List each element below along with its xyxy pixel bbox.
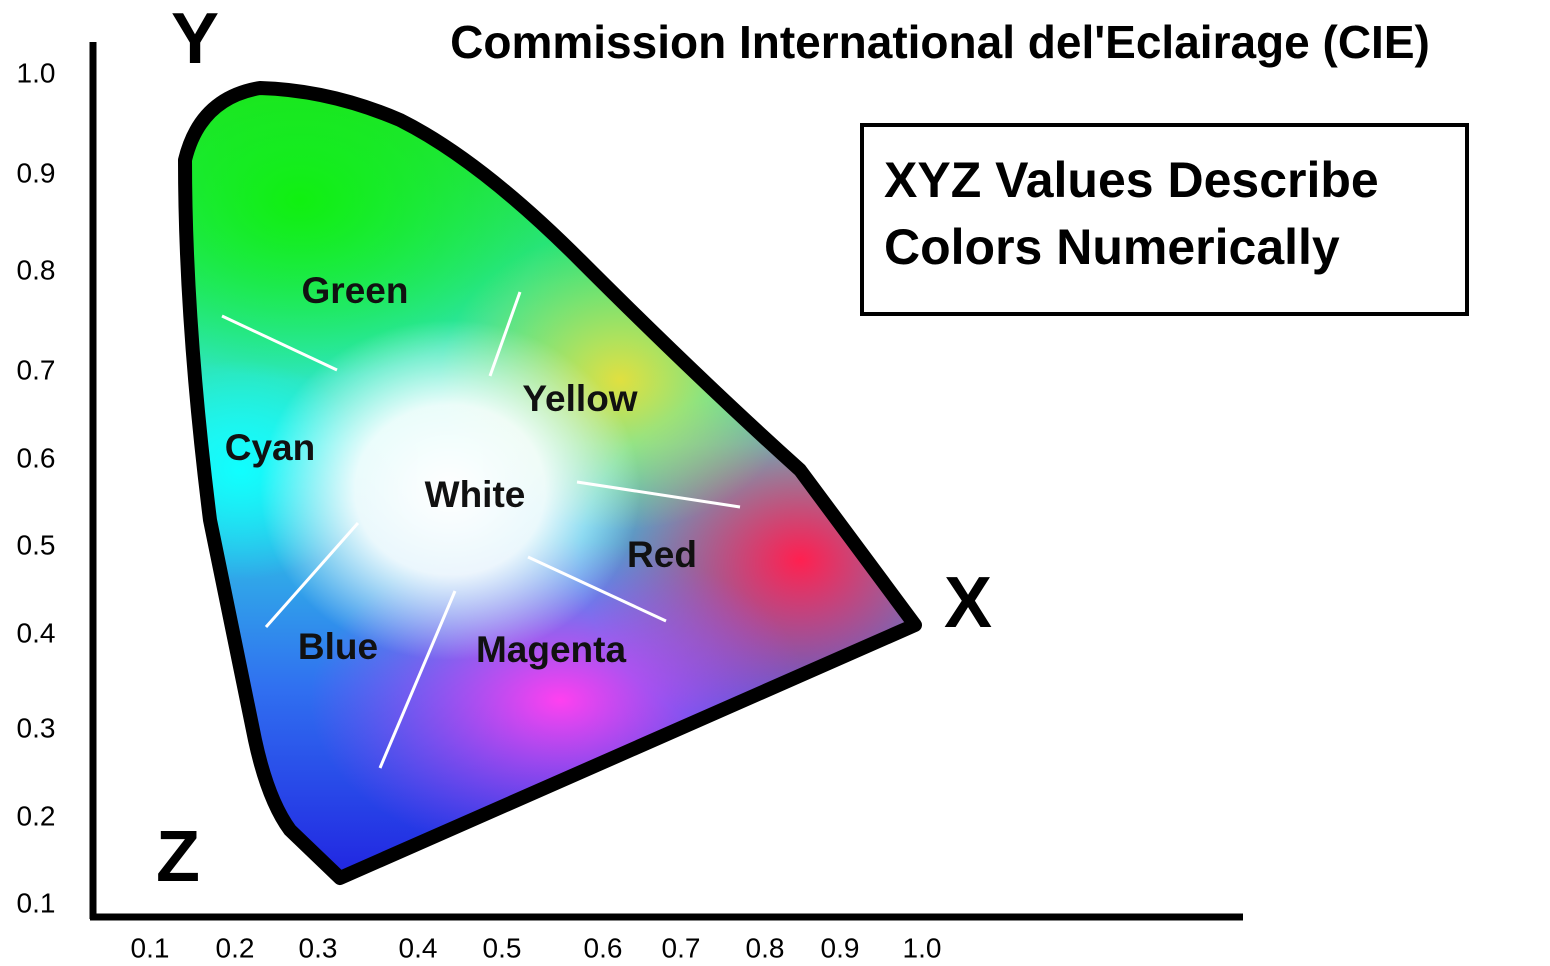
- pointer-lines: [221, 291, 741, 769]
- y-tick-label: 0.3: [17, 712, 56, 743]
- color-label: Magenta: [476, 629, 627, 670]
- axis-letter: Y: [171, 0, 219, 79]
- y-tick-label: 0.2: [17, 800, 56, 831]
- title: Commission International del'Eclairage (…: [450, 16, 1430, 68]
- color-label: Green: [302, 270, 409, 311]
- x-tick-label: 0.1: [131, 932, 170, 963]
- y-tick-label: 0.9: [17, 157, 56, 188]
- x-tick-label: 0.2: [216, 932, 255, 963]
- x-tick-label: 1.0: [903, 932, 942, 963]
- color-label: Blue: [298, 626, 378, 667]
- x-tick-label: 0.9: [821, 932, 860, 963]
- x-tick-label: 0.7: [662, 932, 701, 963]
- x-tick-label: 0.4: [399, 932, 438, 963]
- x-tick-label: 0.8: [746, 932, 785, 963]
- color-label: Red: [627, 534, 697, 575]
- x-tick-label: 0.3: [299, 932, 338, 963]
- color-label: Yellow: [522, 378, 637, 419]
- y-tick-label: 0.5: [17, 529, 56, 560]
- y-tick-label: 0.7: [17, 354, 56, 385]
- color-label: Cyan: [225, 427, 315, 468]
- y-tick-label: 1.0: [17, 57, 56, 88]
- y-tick-label: 0.4: [17, 617, 56, 648]
- color-label: White: [425, 474, 526, 515]
- x-tick-label: 0.6: [584, 932, 623, 963]
- x-tick-label: 0.5: [483, 932, 522, 963]
- y-tick-label: 0.1: [17, 887, 56, 918]
- y-tick-label: 0.8: [17, 254, 56, 285]
- info-text: XYZ Values Describe: [884, 152, 1379, 208]
- info-text: Colors Numerically: [884, 219, 1340, 275]
- axis-letter: Z: [156, 817, 200, 897]
- y-tick-label: 0.6: [17, 442, 56, 473]
- axis-letter: X: [944, 563, 992, 643]
- info-box: [860, 123, 1469, 316]
